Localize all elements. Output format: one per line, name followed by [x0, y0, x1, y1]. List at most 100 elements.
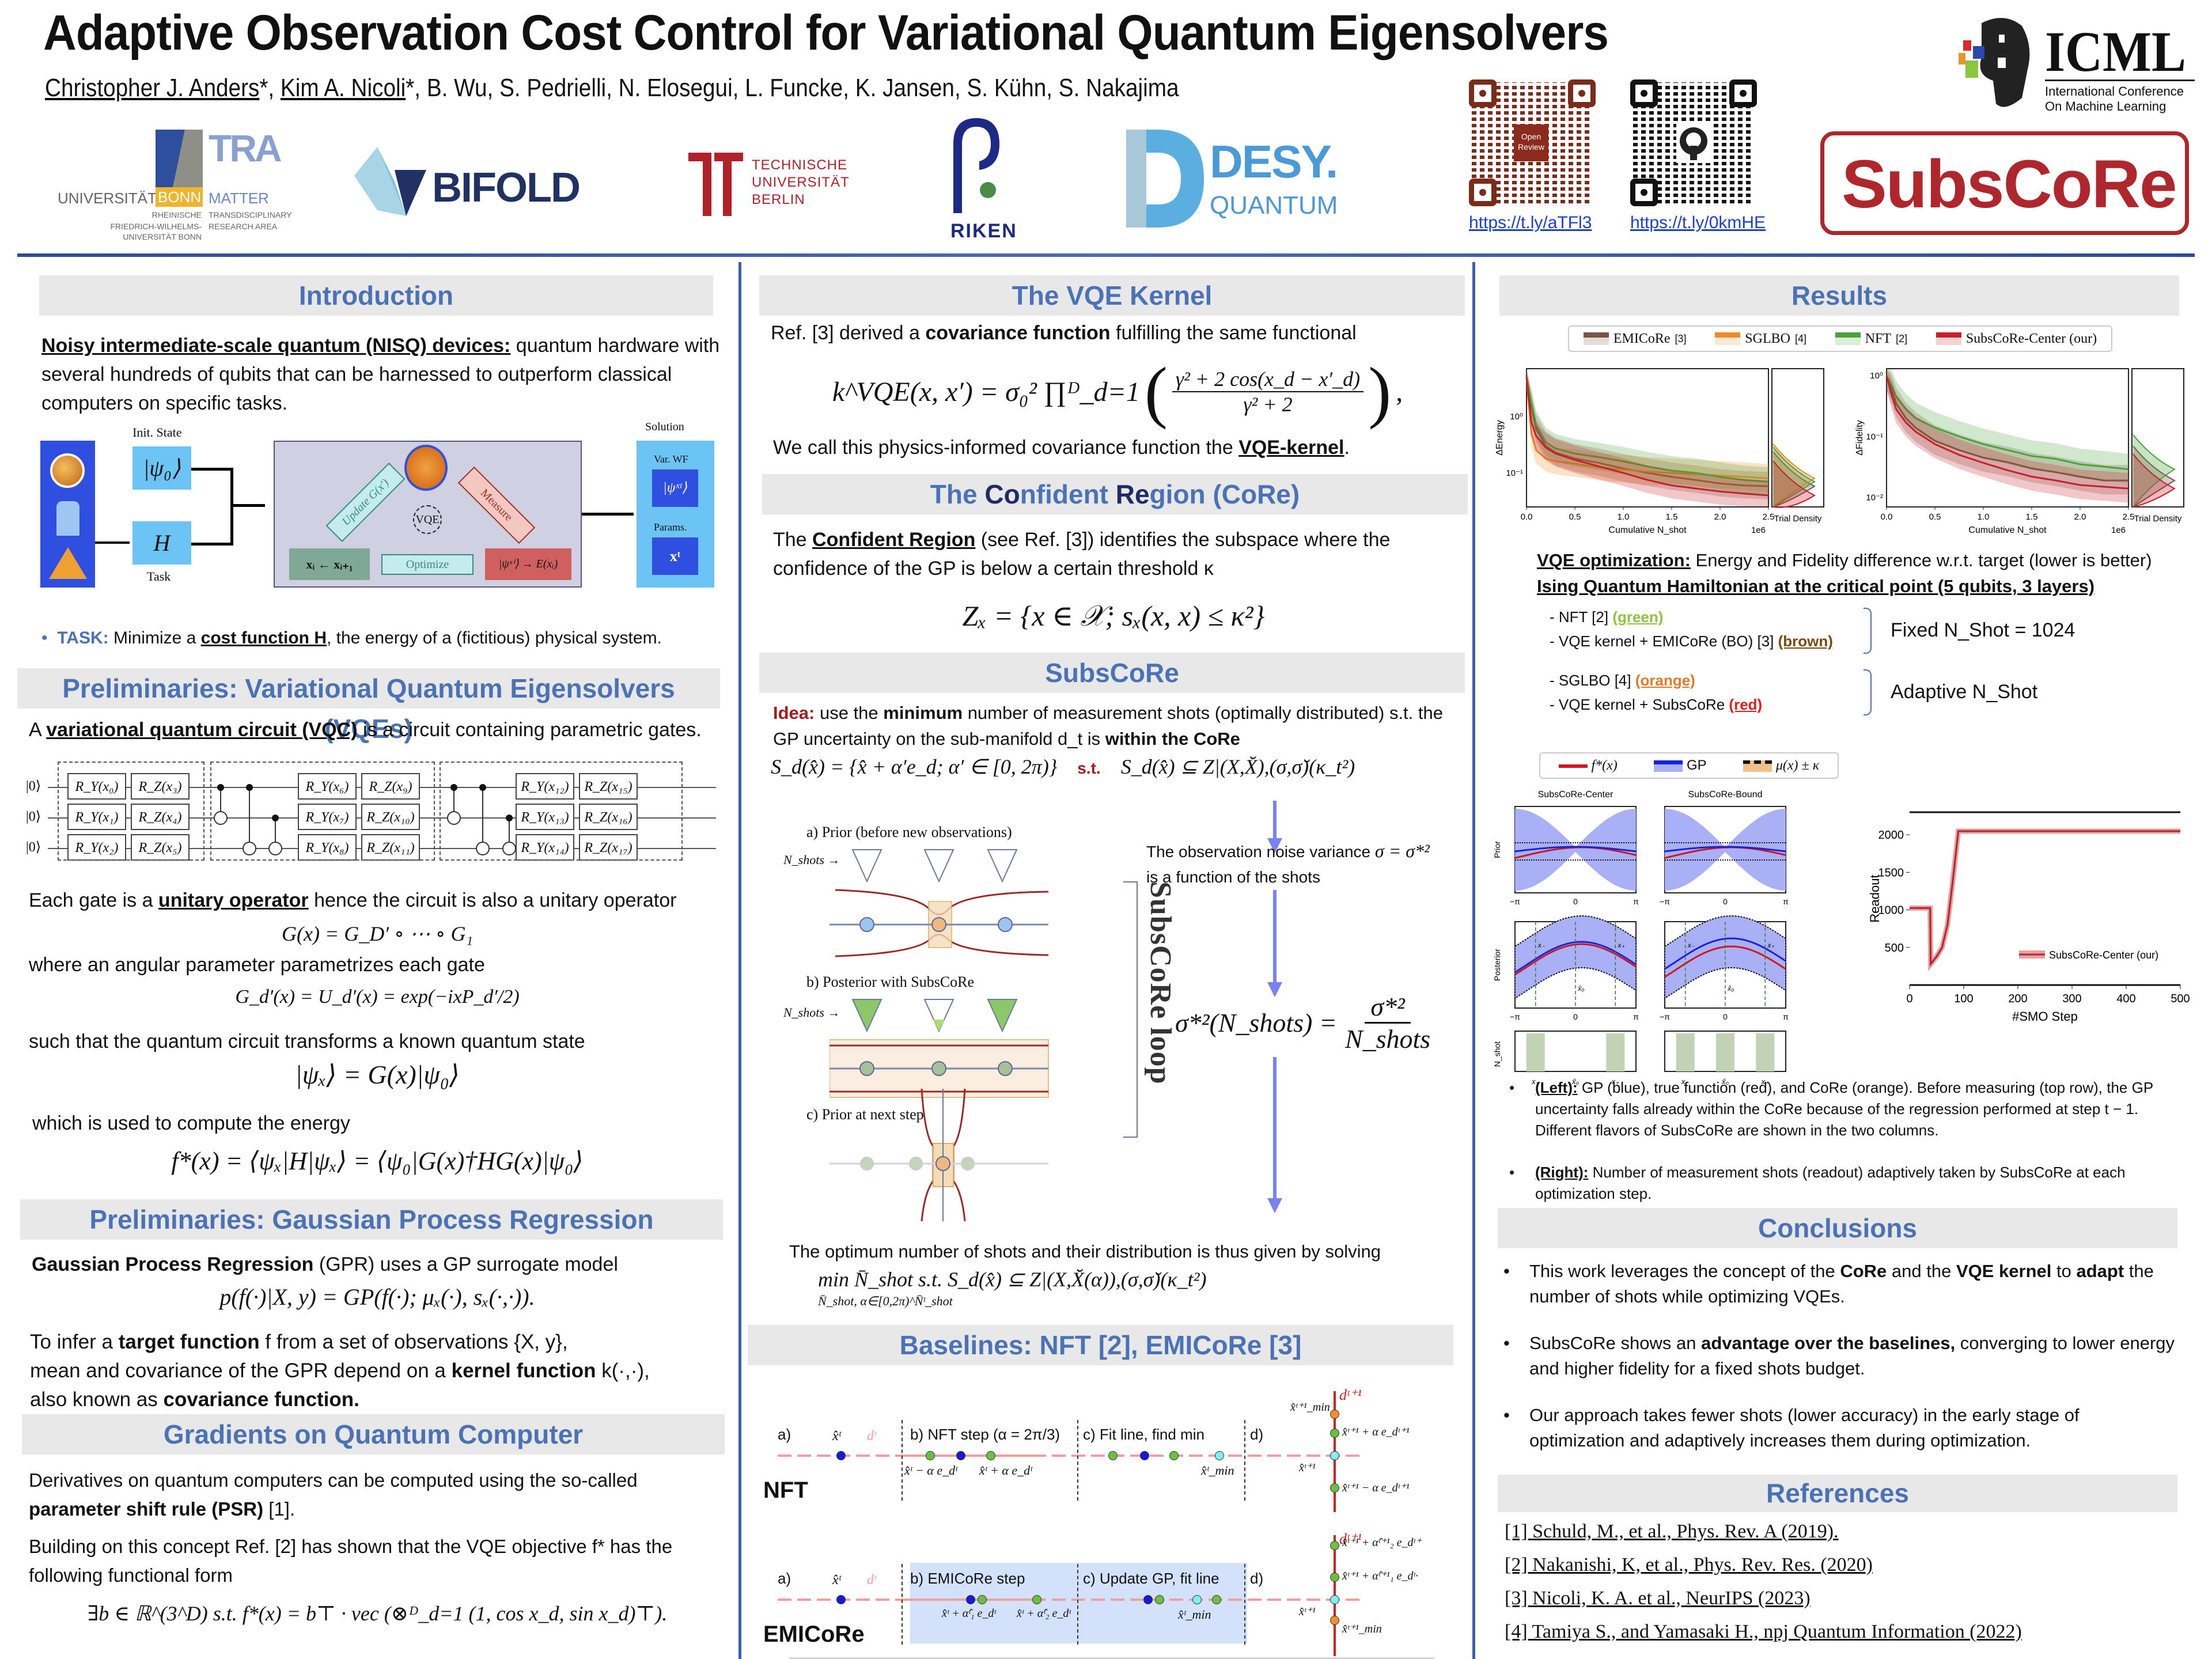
gp-tick-label: −π	[1660, 897, 1670, 906]
bonn-text: BONN	[156, 187, 203, 207]
method-text: - NFT [2]	[1550, 608, 1613, 626]
cnot-control	[246, 784, 253, 791]
series-line	[1885, 375, 2129, 471]
sigma-num: σ*²	[1365, 991, 1411, 1024]
author-name: N. Elosegui	[618, 74, 733, 102]
measure-arrow: Measure	[457, 466, 536, 544]
section-heading-references: References	[1498, 1475, 2177, 1512]
cnot-line	[249, 787, 250, 848]
tu-line1: TECHNISCHE	[752, 157, 848, 173]
nshot-tick-label: x₊	[1611, 1077, 1620, 1086]
author-list: Christopher J. Anders*, Kim A. Nicoli*, …	[45, 74, 1179, 103]
fidelity-chart: 0.0 0.5 1.0 1.5 2.0 2.5 10⁻² 10⁻¹ 10⁰ Cumulative …	[1855, 368, 2184, 535]
method-line: - VQE kernel + EMICoRe (BO) [3] (brown)	[1550, 629, 1833, 653]
gp-legend-gp: GP	[1654, 757, 1707, 774]
current-point	[836, 1451, 846, 1460]
loop-bracket	[1123, 881, 1138, 1138]
cnot-target	[447, 811, 461, 825]
x-offset-label: 1e6	[2111, 525, 2126, 535]
reference-item[interactable]: [3] Nicoli, K. A. et al., NeurIPS (2023)	[1505, 1588, 1810, 1609]
legend-item: EMICoRe [3]	[1583, 331, 1687, 347]
gp-uncertainty-band	[1665, 809, 1786, 891]
panel-divider	[1077, 1420, 1078, 1501]
mean-b: k(·,·),	[596, 1359, 650, 1382]
panel-divider	[1244, 1564, 1245, 1645]
author-name: B. Wu	[426, 74, 487, 102]
openreview-link[interactable]: https://t.ly/aTFl3	[1469, 213, 1592, 232]
also-line: also known as covariance function.	[30, 1385, 727, 1414]
y-tick-label: 10⁰	[1510, 412, 1523, 422]
universitaet-text: UNIVERSITÄT	[58, 190, 157, 207]
q2-label: x̂ᵗ⁺¹ + α̂ᵗ⁺¹₂ e_dᵗ⁺	[1342, 1536, 1422, 1549]
equation-subspace: S_d(x̂) = {x̂ + α′e_d; α′ ∈ [0, 2π)} s.t…	[771, 755, 1462, 779]
vqe-optimization-text: VQE optimization: Energy and Fidelity di…	[1537, 546, 2152, 575]
right-caption-text: Number of measurement shots (readout) ad…	[1535, 1164, 2126, 1202]
legend-swatch	[1835, 332, 1861, 345]
tu-berlin-logo: TECHNISCHE UNIVERSITÄT BERLIN	[688, 153, 878, 222]
gate-ry: R_Y(x₆)	[298, 773, 357, 800]
panel-label-d: d)	[1250, 1570, 1264, 1587]
legend-swatch	[1715, 332, 1741, 345]
density-curve	[1772, 451, 1816, 507]
tra-sub1: TRANSDISCIPLINARY	[209, 210, 292, 219]
cnot-control	[450, 784, 457, 791]
vqe-loop-box: VQE Update G(x′) Measure xᵢ ← xᵢ₊₁ Optim…	[274, 441, 582, 588]
dt1-label: dᵗ⁺¹	[1339, 1531, 1362, 1547]
green-q1	[1330, 1573, 1339, 1582]
y-tick-label: 10⁻¹	[1866, 432, 1883, 442]
cnot-target	[502, 842, 516, 855]
gate-rz: R_Z(x₉)	[361, 773, 420, 800]
mean-a: mean and covariance of the GPR depend on…	[30, 1359, 452, 1382]
task-cost: cost function H	[200, 628, 327, 647]
gp-legend: f*(x) GP μ(x) ± κ	[1539, 752, 1839, 779]
task-sources-panel	[40, 441, 95, 588]
eval-point	[1108, 1451, 1118, 1460]
hierarchy-icon	[49, 547, 87, 579]
reference-item[interactable]: [4] Tamiya S., and Yamasaki H., npj Quan…	[1505, 1621, 2022, 1642]
x-tick-label: 1.5	[1666, 512, 1678, 522]
infer-line: To infer a target function f from a set …	[30, 1328, 727, 1357]
qr-openreview[interactable]: Open Review	[1469, 79, 1596, 206]
next-point	[1330, 1451, 1339, 1460]
qr-github[interactable]	[1630, 79, 1757, 206]
call-b: .	[1344, 437, 1350, 459]
icml-wordmark: ICML	[2045, 20, 2186, 84]
method-color-tag: (brown)	[1778, 632, 1833, 650]
equation-psi: |ψₓ⟩ = G(x)|ψ₀⟩	[295, 1060, 460, 1089]
legend-ref: [4]	[1794, 332, 1806, 344]
series-line	[1525, 377, 1769, 497]
gate-rz: R_Z(x₁₅)	[579, 773, 638, 800]
nshot-tick-label: x₋	[1681, 1077, 1690, 1086]
author-separator: ,	[487, 74, 500, 102]
reference-item[interactable]: [2] Nakanishi, K, et al., Phys. Rev. Res…	[1505, 1554, 1873, 1575]
github-icon	[1676, 123, 1711, 163]
github-link[interactable]: https://t.ly/0kmHE	[1630, 213, 1766, 232]
flow-arrow-2	[1273, 890, 1277, 985]
author-name: S. Pedrielli	[499, 74, 607, 102]
series-line	[1525, 377, 1769, 483]
build-text: Building on this concept Ref. [2] has sh…	[29, 1536, 673, 1586]
section-heading-gradients: Gradients on Quantum Computer	[22, 1414, 725, 1455]
reference-item[interactable]: [1] Schuld, M., et al., Phys. Rev. A (20…	[1505, 1521, 1839, 1542]
side-panel-label: Trial Density	[1774, 514, 1822, 524]
qubit-ket: |0⟩	[26, 809, 41, 824]
method-line: - NFT [2] (green)	[1550, 605, 1833, 629]
riken-logo: RIKEN	[939, 115, 1016, 242]
xmin-label: x̂ᵗ_min	[1201, 1463, 1234, 1478]
y-tick-label: 10⁻¹	[1506, 468, 1523, 478]
p1-label: x̂ᵗ + α̂ᵗ₁ e_dᵗ	[942, 1607, 996, 1620]
var-wf-box: |ψˣᵗ⟩	[652, 469, 698, 507]
series-band	[1887, 369, 2128, 503]
gate-ry: R_Y(x₁₃)	[516, 804, 574, 830]
desy-quantum-logo: DESY. QUANTUM	[1123, 127, 1365, 230]
deriv-a: Derivatives on quantum computers can be …	[29, 1469, 638, 1491]
gate-ry: R_Y(x₂)	[67, 834, 126, 861]
bifold-mark-icon	[354, 147, 426, 216]
next-point	[1330, 1595, 1339, 1604]
section-heading-results: Results	[1499, 275, 2179, 316]
noise-variance-text: The observation noise variance σ = σ*² i…	[1146, 838, 1469, 890]
subscore-loop-diagram: a) Prior (before new observations) N_sho…	[772, 818, 1177, 1221]
q1-label: x̂ᵗ⁺¹ + α̂ᵗ⁺¹₁ e_dᵗ·	[1342, 1570, 1418, 1582]
task-label: Task	[147, 569, 171, 584]
core-b: (see Ref. [3]) identifies the subspace w…	[773, 529, 1391, 579]
